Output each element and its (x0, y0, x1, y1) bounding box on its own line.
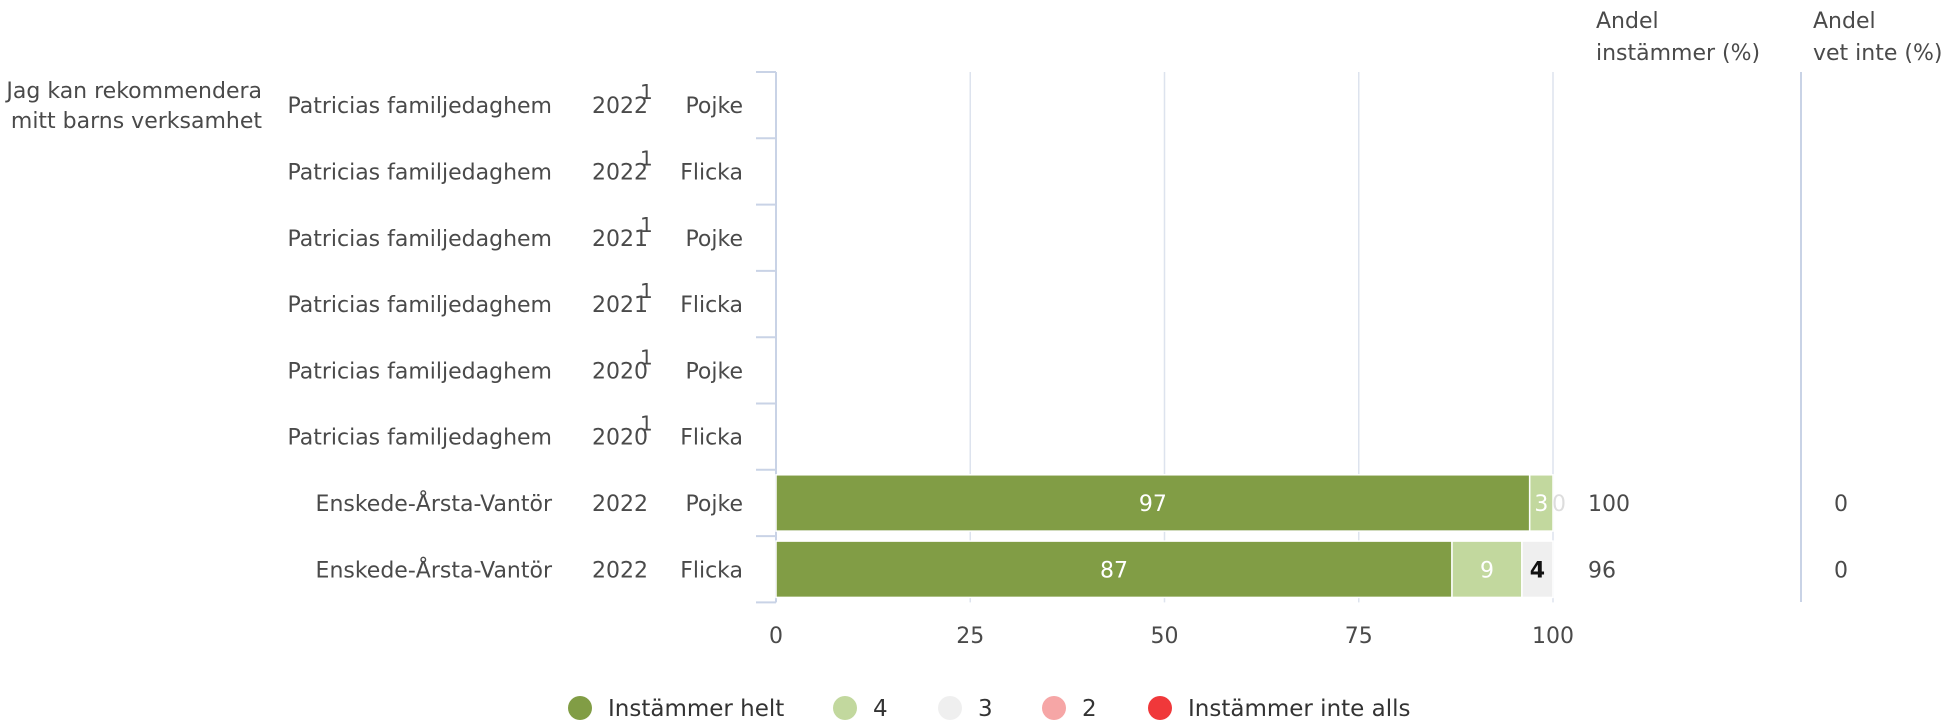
agree-value: 100 (1588, 492, 1630, 517)
question-label: Jag kan rekommendera mitt barns verksamhe… (4, 79, 262, 134)
x-tick-label: 25 (956, 624, 984, 649)
row-footnote: 1 (640, 279, 653, 303)
row-gender-label: Flicka (680, 558, 743, 583)
row-unit-label: Patricias familjedaghem (287, 227, 552, 252)
row-year-label: 2022 (592, 94, 648, 119)
bar-value-label: 3 (1534, 492, 1548, 517)
row-year-label: 2020 (592, 359, 648, 384)
row-year-label: 2022 (592, 492, 648, 517)
row-unit-label: Patricias familjedaghem (287, 426, 552, 451)
dontknow-column-header: Andel (1813, 9, 1876, 34)
bar-segment (1521, 540, 1554, 599)
row-footnote: 1 (640, 345, 653, 369)
row-gender-label: Flicka (680, 160, 743, 185)
bar-segment (1451, 540, 1523, 599)
row-gender-label: Pojke (685, 492, 743, 517)
legend-label: 4 (873, 696, 888, 722)
row-footnote: 1 (640, 412, 653, 436)
legend-label: 2 (1082, 696, 1097, 722)
x-tick-label: 50 (1151, 624, 1179, 649)
row-year-label: 2022 (592, 160, 648, 185)
x-tick-label: 0 (769, 624, 783, 649)
column-headers: Andel instämmer (%) Andel vet inte (%) (1596, 9, 1942, 66)
summary-values: 100 0 96 0 (1588, 492, 1848, 583)
row-unit-label: Patricias familjedaghem (287, 359, 552, 384)
x-axis: 0 25 50 75 100 (769, 624, 1574, 649)
row-unit-label: Enskede-Årsta-Vantör (316, 490, 553, 517)
x-tick-label: 75 (1345, 624, 1373, 649)
row-gender-label: Pojke (685, 94, 743, 119)
x-tick-label: 100 (1532, 624, 1574, 649)
bars: 97 3 0 87 9 4 (775, 474, 1566, 599)
bar-value-label: 0 (1552, 492, 1566, 517)
legend-swatch (568, 696, 592, 720)
row-year-label: 2021 (592, 293, 648, 318)
row-unit-label: Patricias familjedaghem (287, 160, 552, 185)
bar-segment (775, 540, 1453, 599)
legend-swatch (938, 696, 962, 720)
bar-value-label: 9 (1480, 558, 1494, 583)
bar-segment (1528, 474, 1554, 532)
legend-swatch (1148, 696, 1172, 720)
bar-value-label: 87 (1100, 558, 1128, 583)
dontknow-value: 0 (1834, 558, 1848, 583)
legend-label: Instämmer helt (608, 696, 784, 722)
stacked-bar-chart: Andel instämmer (%) Andel vet inte (%) Jag … (4, 9, 1942, 649)
dontknow-value: 0 (1834, 492, 1848, 517)
row-labels: Patricias familjedaghem 20221PojkePatrici… (287, 80, 743, 583)
row-footnote: 1 (640, 213, 653, 237)
bar-value-label: 97 (1139, 492, 1167, 517)
agree-column-header: Andel (1596, 9, 1659, 34)
row-unit-label: Patricias familjedaghem (287, 94, 552, 119)
question-text: Jag kan rekommendera (4, 79, 262, 104)
row-gender-label: Flicka (680, 293, 743, 318)
legend-label: Instämmer inte alls (1188, 696, 1411, 722)
row-footnote: 1 (640, 80, 653, 104)
row-year-label: 2020 (592, 426, 648, 451)
row-gender-label: Pojke (685, 227, 743, 252)
agree-column-header: instämmer (%) (1596, 41, 1760, 66)
row-unit-label: Patricias familjedaghem (287, 293, 552, 318)
legend-swatch (1042, 696, 1066, 720)
row-gender-label: Flicka (680, 426, 743, 451)
agree-value: 96 (1588, 558, 1616, 583)
bar-value-label: 4 (1530, 558, 1545, 583)
legend: Instämmer helt 4 3 2 Instämmer inte alls (568, 696, 1411, 722)
row-year-label: 2021 (592, 227, 648, 252)
dontknow-column-header: vet inte (%) (1813, 41, 1942, 66)
row-year-label: 2022 (592, 558, 648, 583)
row-gender-label: Pojke (685, 359, 743, 384)
grid-lines (756, 71, 1802, 604)
legend-label: 3 (978, 696, 993, 722)
row-footnote: 1 (640, 146, 653, 170)
legend-swatch (833, 696, 857, 720)
row-unit-label: Enskede-Årsta-Vantör (316, 556, 553, 583)
question-text: mitt barns verksamhet (11, 109, 262, 134)
